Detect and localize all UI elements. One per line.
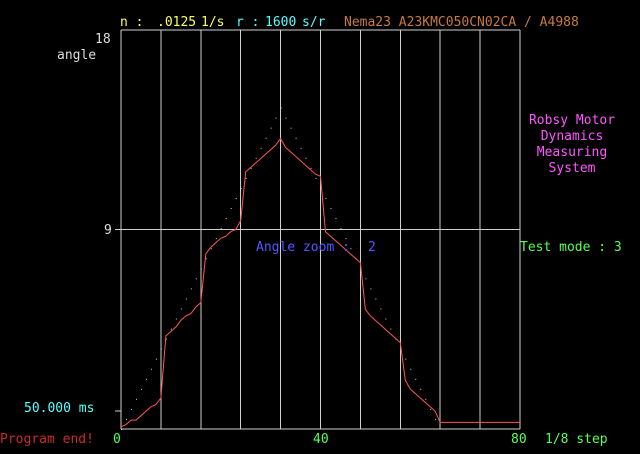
reference-dot [265, 137, 267, 139]
reference-dot [305, 157, 307, 159]
reference-dot [155, 358, 157, 360]
reference-dot [190, 288, 192, 290]
y-axis-label: angle [57, 48, 97, 63]
x-unit-label: 1/8 step [545, 432, 608, 447]
y-mid-tick: 9 [104, 223, 112, 238]
reference-dot [135, 398, 137, 400]
n-value: .0125 [157, 15, 197, 30]
system-title-line: Dynamics [540, 129, 604, 144]
n-unit: 1/s [201, 15, 225, 30]
reference-dot [425, 398, 427, 400]
status-program-end: Program end! [0, 432, 94, 447]
reference-dot [405, 358, 407, 360]
reference-dot [235, 197, 237, 199]
reference-dot [240, 187, 242, 189]
reference-dot [225, 218, 227, 220]
reference-dot [121, 429, 122, 430]
r-label: r : [236, 15, 260, 30]
reference-dot [385, 318, 387, 320]
angle-zoom-label: Angle zoom : [256, 240, 350, 255]
reference-dot [430, 408, 432, 410]
reference-dot [260, 147, 262, 149]
reference-dot [390, 328, 392, 330]
reference-dot [130, 408, 132, 410]
reference-dot [250, 167, 252, 169]
reference-dot [125, 418, 127, 420]
reference-dot [270, 127, 272, 129]
reference-dot [380, 308, 382, 310]
y-top-tick: 18 [95, 32, 111, 47]
system-title-line: Robsy Motor [528, 113, 616, 128]
n-label: n : [120, 15, 144, 30]
reference-dot [370, 288, 372, 290]
reference-dot [275, 117, 277, 119]
system-title-line: System [548, 161, 596, 176]
system-title: Robsy Motor Dynamics Measuring System [520, 113, 624, 177]
reference-dot [280, 107, 282, 109]
test-mode-label: Test mode : 3 [520, 240, 622, 255]
reference-dot [435, 418, 437, 420]
reference-dot [345, 238, 347, 240]
reference-dot [320, 187, 322, 189]
reference-dot [245, 177, 247, 179]
reference-dot [185, 298, 187, 300]
x-tick-80: 80 [511, 432, 527, 447]
reference-dot [315, 177, 317, 179]
reference-dot [170, 328, 172, 330]
reference-dot [215, 238, 217, 240]
time-scale-label: 50.000 ms [24, 401, 95, 416]
reference-dot [420, 388, 422, 390]
system-title-line: Measuring [536, 145, 608, 160]
plot-grid [115, 29, 521, 430]
reference-dot [180, 308, 182, 310]
reference-dot [175, 318, 177, 320]
reference-dot [300, 147, 302, 149]
reference-dot [195, 278, 197, 280]
measured-trace [120, 137, 520, 428]
reference-dot [140, 388, 142, 390]
reference-dot [310, 167, 312, 169]
reference-dot [325, 197, 327, 199]
reference-dot [205, 258, 207, 260]
reference-dot [145, 378, 147, 380]
motor-model: Nema23 A23KMC050CN02CA / A4988 [344, 15, 579, 30]
angle-zoom-value: 2 [368, 240, 376, 255]
reference-dot [210, 248, 212, 250]
r-unit: s/r [302, 15, 326, 30]
reference-dot [335, 218, 337, 220]
reference-dot [290, 127, 292, 129]
reference-dot [255, 157, 257, 159]
reference-dot [295, 137, 297, 139]
reference-dot [375, 298, 377, 300]
reference-dot [415, 378, 417, 380]
reference-dot [220, 228, 222, 230]
reference-dot [285, 117, 287, 119]
reference-dot [200, 268, 202, 270]
reference-dot [230, 208, 232, 210]
reference-dot [350, 248, 352, 250]
r-value: 1600 [265, 15, 297, 30]
reference-dot [410, 368, 412, 370]
reference-dot [160, 348, 162, 350]
reference-dot [340, 228, 342, 230]
reference-dot [150, 368, 152, 370]
reference-dots [121, 107, 437, 430]
reference-dot [165, 338, 167, 340]
reference-dot [365, 278, 367, 280]
x-tick-0: 0 [113, 432, 121, 447]
reference-dot [330, 208, 332, 210]
x-tick-40: 40 [313, 432, 329, 447]
